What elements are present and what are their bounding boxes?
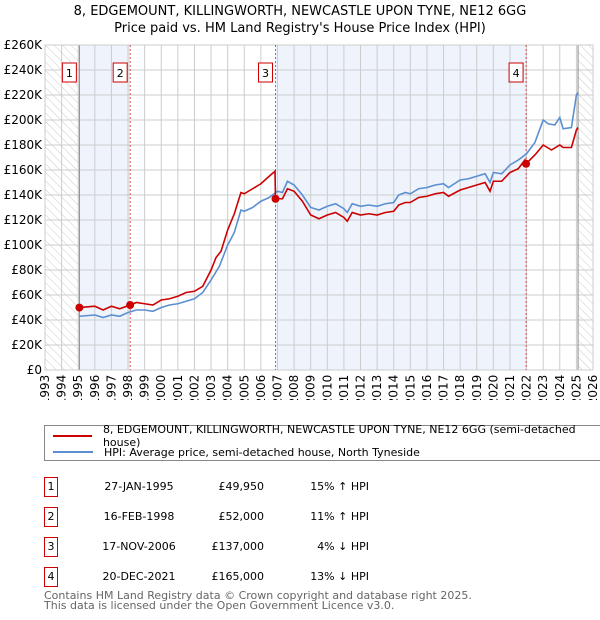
transaction-date: 16-FEB-1998 [103, 510, 175, 523]
transaction-number: 1 [44, 477, 58, 497]
chart-title: 8, EDGEMOUNT, KILLINGWORTH, NEWCASTLE UP… [73, 4, 527, 19]
legend-property-swatch [53, 435, 92, 437]
sale-point [522, 159, 531, 168]
x-tick-label: 2012 [354, 375, 368, 400]
legend-hpi-label: HPI: Average price, semi-detached house,… [104, 445, 420, 459]
footer-copyright: Contains HM Land Registry data © Crown c… [44, 589, 472, 602]
transaction-date: 17-NOV-2006 [102, 540, 176, 553]
y-tick-label: £40K [11, 313, 43, 327]
ownership-band [79, 45, 131, 370]
sale-label: 3 [262, 67, 269, 80]
x-tick-label: 2013 [370, 375, 384, 400]
x-tick-label: 2005 [237, 375, 251, 400]
x-tick-label: 2021 [503, 375, 517, 400]
x-tick-label: 2010 [320, 375, 334, 400]
transaction-hpi-diff: 11% ↑ HPI [310, 510, 369, 523]
x-tick-label: 2017 [437, 375, 451, 400]
transaction-date: 20-DEC-2021 [102, 570, 176, 583]
x-tick-label: 2022 [520, 375, 534, 400]
sale-label: 1 [66, 67, 73, 80]
chart-subtitle: Price paid vs. HM Land Registry's House … [114, 21, 486, 36]
legend-hpi-swatch [53, 451, 93, 453]
transaction-price: £137,000 [211, 540, 265, 553]
x-tick-label: 2025 [569, 375, 583, 400]
y-tick-label: £220K [4, 88, 44, 102]
footer-licence: This data is licensed under the Open Gov… [44, 599, 395, 612]
x-tick-label: 1998 [121, 375, 135, 400]
x-tick-label: 2006 [254, 375, 268, 400]
y-tick-label: £260K [4, 38, 44, 52]
transaction-price: £165,000 [211, 570, 265, 583]
x-tick-label: 1995 [71, 375, 85, 400]
transaction-date: 27-JAN-1995 [104, 480, 174, 493]
x-tick-label: 1993 [38, 375, 52, 400]
plot-border [44, 44, 594, 371]
no-data-region-left [45, 45, 80, 370]
x-tick-label: 2024 [553, 375, 567, 400]
sale-label: 2 [117, 67, 124, 80]
x-tick-label: 2019 [470, 375, 484, 400]
transaction-hpi-diff: 4% ↓ HPI [317, 540, 369, 553]
transaction-number: 4 [44, 567, 58, 587]
x-tick-label: 2016 [420, 375, 434, 400]
legend-property-label: 8, EDGEMOUNT, KILLINGWORTH, NEWCASTLE UP… [102, 423, 576, 449]
y-tick-label: £20K [11, 338, 43, 352]
x-tick-label: 2023 [536, 375, 550, 400]
y-tick-label: £120K [4, 213, 44, 227]
transaction-row: 2 16-FEB-1998 £52,000 11% ↑ HPI [44, 507, 444, 527]
y-tick-label: £200K [4, 113, 44, 127]
x-tick-label: 2008 [287, 375, 301, 400]
transaction-price: £52,000 [218, 510, 265, 523]
transaction-number: 3 [44, 537, 58, 557]
y-tick-label: £100K [4, 238, 44, 252]
transaction-row: 1 27-JAN-1995 £49,950 15% ↑ HPI [44, 477, 444, 497]
x-tick-label: 2009 [304, 375, 318, 400]
x-tick-label: 2015 [403, 375, 417, 400]
sale-label-box [508, 62, 524, 83]
hpi-line [79, 92, 579, 319]
y-tick-label: £240K [4, 63, 44, 77]
x-tick-label: 2011 [337, 375, 351, 400]
sale-point [126, 301, 135, 309]
no-data-region-right [578, 45, 593, 370]
transaction-row: 3 17-NOV-2006 £137,000 4% ↓ HPI [44, 537, 444, 557]
x-tick-label: 2000 [154, 375, 168, 400]
x-tick-label: 2001 [171, 375, 185, 400]
x-tick-label: 2020 [486, 375, 500, 400]
y-tick-label: £80K [11, 263, 43, 277]
sale-label: 4 [513, 67, 520, 80]
sale-label-box [257, 62, 273, 83]
sale-point [75, 303, 84, 312]
x-tick-label: 1997 [104, 375, 118, 400]
sale-label-box [112, 62, 128, 83]
transaction-number: 2 [44, 507, 58, 527]
transaction-row: 4 20-DEC-2021 £165,000 13% ↓ HPI [44, 567, 444, 587]
y-tick-label: £60K [11, 288, 43, 302]
x-tick-label: 2004 [221, 375, 235, 400]
x-tick-label: 2018 [453, 375, 467, 400]
property-line [79, 127, 579, 311]
y-tick-label: £140K [4, 188, 44, 202]
x-tick-label: 2026 [586, 375, 600, 400]
ownership-band [275, 45, 527, 370]
x-tick-label: 2007 [270, 375, 284, 400]
transaction-hpi-diff: 13% ↓ HPI [310, 570, 369, 583]
x-tick-label: 1996 [88, 375, 102, 400]
price-chart: 1993 1994 1995 1996 1997 1998 1999 2000 2001 2002… [4, 38, 600, 400]
x-tick-label: 2014 [387, 375, 401, 400]
legend: 8, EDGEMOUNT, KILLINGWORTH, NEWCASTLE UP… [44, 423, 600, 461]
transaction-price: £49,950 [218, 480, 265, 493]
y-tick-label: £160K [4, 163, 44, 177]
y-tick-label: £0 [27, 363, 42, 377]
x-tick-label: 1999 [138, 375, 152, 400]
sale-label-box [61, 62, 77, 83]
transaction-hpi-diff: 15% ↑ HPI [310, 480, 369, 493]
x-tick-label: 2003 [204, 375, 218, 400]
sale-point [271, 194, 280, 203]
x-tick-label: 1994 [55, 375, 69, 400]
x-tick-label: 2002 [187, 375, 201, 400]
y-tick-label: £180K [4, 138, 44, 152]
